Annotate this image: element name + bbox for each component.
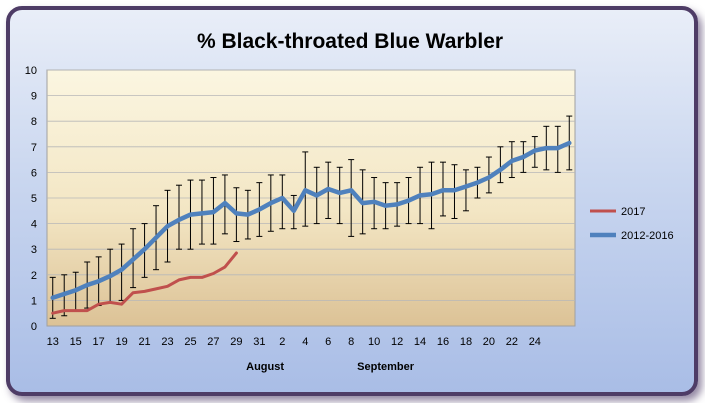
y-tick-label: 3 [31, 244, 37, 256]
y-tick-label: 9 [31, 91, 37, 103]
x-tick-label: 4 [302, 336, 308, 348]
y-tick-label: 5 [31, 193, 37, 205]
x-tick-label: 23 [161, 336, 173, 348]
x-tick-label: 20 [483, 336, 495, 348]
legend-label: 2012-2016 [621, 230, 674, 242]
legend-label: 2017 [621, 206, 645, 218]
x-tick-label: 15 [70, 336, 82, 348]
series-line-baseline [50, 140, 572, 301]
x-tick-label: 22 [506, 336, 518, 348]
x-tick-label: 24 [529, 336, 541, 348]
month-label: September [357, 361, 415, 373]
x-tick-label: 16 [437, 336, 449, 348]
y-tick-label: 8 [31, 116, 37, 128]
x-tick-label: 29 [230, 336, 242, 348]
chart-title: % Black-throated Blue Warbler [197, 30, 503, 53]
legend: 2017 2012-2016 [590, 206, 674, 242]
x-tick-label: 21 [138, 336, 150, 348]
x-tick-label: 19 [115, 336, 127, 348]
y-tick-label: 2 [31, 270, 37, 282]
y-tick-label: 1 [31, 295, 37, 307]
x-tick-label: 10 [368, 336, 380, 348]
x-tick-label: 27 [207, 336, 219, 348]
series-line-current [51, 251, 238, 315]
y-tick-label: 6 [31, 167, 37, 179]
x-tick-label: 13 [47, 336, 59, 348]
x-tick-label: 12 [391, 336, 403, 348]
x-tick-label: 6 [325, 336, 331, 348]
y-tick-label: 10 [25, 65, 37, 77]
x-tick-label: 8 [348, 336, 354, 348]
x-tick-label: 2 [279, 336, 285, 348]
y-tick-label: 7 [31, 142, 37, 154]
x-tick-label: 14 [414, 336, 426, 348]
x-tick-label: 25 [184, 336, 196, 348]
x-tick-label: 18 [460, 336, 472, 348]
x-tick-label: 31 [253, 336, 265, 348]
x-tick-label: 17 [93, 336, 105, 348]
month-label: August [246, 361, 284, 373]
y-tick-label: 4 [31, 219, 37, 231]
y-tick-label: 0 [31, 321, 37, 333]
